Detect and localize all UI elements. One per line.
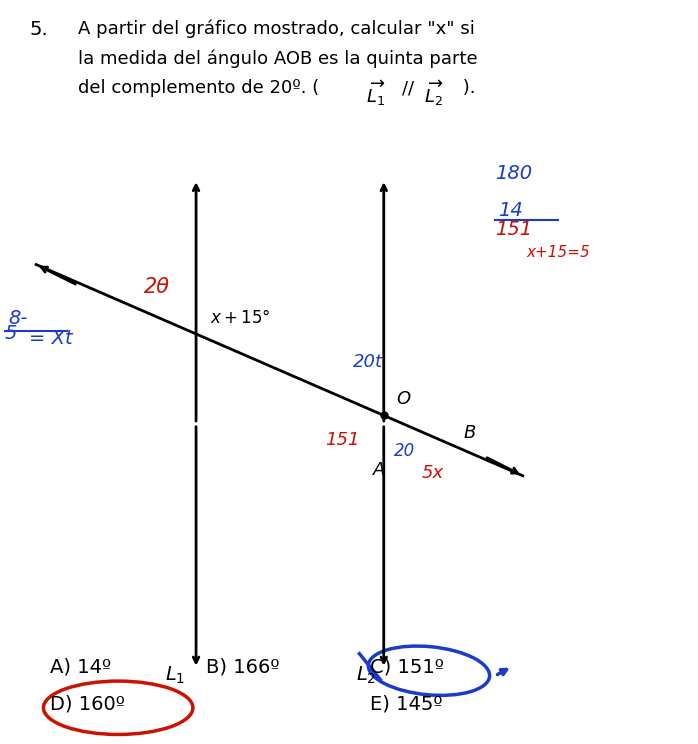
- Text: 2θ: 2θ: [144, 278, 170, 297]
- Text: O: O: [396, 391, 410, 408]
- Text: 151: 151: [495, 220, 532, 239]
- Text: B: B: [463, 423, 476, 442]
- Text: $L_2$: $L_2$: [356, 665, 376, 686]
- Text: D) 160º: D) 160º: [50, 694, 125, 713]
- Text: 8-: 8-: [8, 309, 28, 328]
- Text: 151: 151: [325, 431, 359, 449]
- Text: 5x: 5x: [422, 464, 444, 482]
- Text: 20: 20: [394, 442, 415, 461]
- Text: 20t: 20t: [352, 353, 383, 371]
- Text: $L_1$: $L_1$: [165, 665, 185, 686]
- Text: = Xt: = Xt: [29, 329, 73, 348]
- Text: A: A: [373, 461, 386, 478]
- Text: C) 151º: C) 151º: [370, 658, 444, 676]
- Text: del complemento de 20º. (: del complemento de 20º. (: [78, 79, 319, 97]
- Text: 180: 180: [495, 164, 532, 183]
- Text: la medida del ángulo AOB es la quinta parte: la medida del ángulo AOB es la quinta pa…: [78, 50, 477, 68]
- Text: A partir del gráfico mostrado, calcular "x" si: A partir del gráfico mostrado, calcular …: [78, 20, 475, 39]
- Text: 5.: 5.: [29, 20, 48, 39]
- Text: $\overrightarrow{L_2}$: $\overrightarrow{L_2}$: [424, 77, 444, 108]
- Text: A) 14º: A) 14º: [50, 658, 111, 676]
- Text: $\overrightarrow{L_1}$: $\overrightarrow{L_1}$: [366, 77, 386, 108]
- Text: 14: 14: [498, 202, 524, 220]
- Text: ).: ).: [456, 79, 475, 97]
- Text: E) 145º: E) 145º: [370, 694, 443, 713]
- Text: $\!//\!$: $\!//\!$: [401, 79, 415, 97]
- Text: $x + 15°$: $x + 15°$: [210, 309, 271, 327]
- Text: B) 166º: B) 166º: [207, 658, 280, 676]
- Text: 5: 5: [5, 324, 17, 343]
- Text: x+15=5: x+15=5: [526, 245, 590, 260]
